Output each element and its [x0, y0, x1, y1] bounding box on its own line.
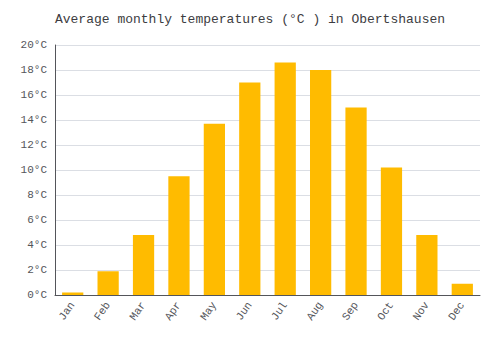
svg-text:Oct: Oct	[375, 300, 396, 323]
svg-text:Sep: Sep	[340, 300, 361, 323]
svg-text:Aug: Aug	[304, 300, 325, 323]
svg-text:18°C: 18°C	[21, 64, 48, 76]
svg-text:10°C: 10°C	[21, 164, 48, 176]
svg-text:Dec: Dec	[446, 300, 467, 323]
svg-text:0°C: 0°C	[27, 289, 47, 301]
svg-text:Apr: Apr	[163, 300, 184, 323]
svg-text:Jun: Jun	[234, 300, 255, 323]
svg-text:2°C: 2°C	[27, 264, 47, 276]
svg-text:Jul: Jul	[269, 300, 290, 323]
svg-text:4°C: 4°C	[27, 239, 47, 251]
svg-text:Average monthly temperatures (: Average monthly temperatures (°C ) in Ob…	[55, 12, 445, 27]
svg-text:8°C: 8°C	[27, 189, 47, 201]
svg-text:14°C: 14°C	[21, 114, 48, 126]
svg-text:Jan: Jan	[56, 300, 77, 323]
svg-text:May: May	[198, 299, 219, 322]
svg-text:Feb: Feb	[92, 300, 113, 323]
svg-text:20°C: 20°C	[21, 39, 48, 51]
svg-text:6°C: 6°C	[27, 214, 47, 226]
svg-text:12°C: 12°C	[21, 139, 48, 151]
svg-text:16°C: 16°C	[21, 89, 48, 101]
svg-text:Mar: Mar	[127, 300, 148, 323]
svg-text:Nov: Nov	[411, 299, 432, 322]
